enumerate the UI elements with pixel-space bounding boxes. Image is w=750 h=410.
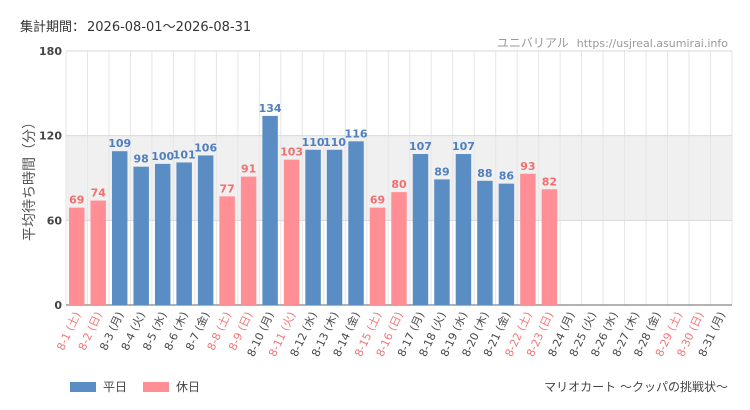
bar	[434, 179, 450, 305]
legend-label-weekday: 平日	[103, 380, 128, 394]
bar	[541, 189, 558, 305]
bar	[197, 155, 214, 305]
bar	[133, 166, 149, 305]
bar-value-label: 88	[477, 167, 492, 180]
bar-value-label: 98	[134, 153, 149, 166]
bar-value-label: 89	[434, 165, 449, 178]
bar	[455, 154, 472, 305]
bar-value-label: 86	[499, 170, 515, 183]
bar	[90, 200, 106, 305]
bar-value-label: 107	[409, 140, 432, 153]
legend-swatch-weekday	[70, 381, 96, 392]
period-text: 集計期間： 2026-08-01～2026-08-31	[20, 16, 251, 35]
y-tick-label: 180	[39, 45, 62, 58]
bar-value-label: 110	[302, 136, 325, 149]
legend-label-holiday: 休日	[176, 380, 201, 394]
bar	[391, 192, 407, 305]
bar-value-label: 101	[173, 148, 196, 161]
bar-value-label: 134	[259, 102, 282, 115]
bar	[219, 196, 235, 305]
bar-value-label: 110	[323, 136, 346, 149]
bar-value-label: 106	[194, 141, 217, 154]
bar	[412, 154, 429, 305]
attraction-name: マリオカート ～クッパの挑戦状～	[544, 380, 728, 394]
bar	[348, 141, 364, 305]
legend-item-holiday: 休日	[143, 378, 200, 395]
legend: 平日 休日	[70, 378, 216, 395]
period-label: 集計期間：	[20, 20, 86, 35]
bar	[305, 149, 321, 305]
bar-value-label: 100	[151, 150, 174, 163]
bar-value-label: 82	[542, 175, 557, 188]
bar-value-label: 74	[91, 187, 107, 200]
bar-value-label: 93	[520, 160, 535, 173]
bar	[154, 163, 171, 305]
bar-value-label: 80	[391, 178, 407, 191]
legend-swatch-holiday	[143, 381, 170, 392]
bar	[520, 173, 536, 305]
bar	[176, 162, 192, 305]
period-range: 2026-08-01～2026-08-31	[87, 20, 252, 35]
bar-value-label: 69	[69, 194, 84, 207]
bar	[69, 207, 85, 305]
y-tick-label: 0	[54, 299, 62, 312]
bar-value-label: 69	[370, 194, 385, 207]
site-credit: ユニバリアル https://usjreal.asumirai.info	[497, 34, 728, 51]
bar	[326, 149, 343, 305]
site-url: https://usjreal.asumirai.info	[576, 37, 728, 50]
bar-value-label: 77	[219, 182, 234, 195]
bar-value-label: 107	[452, 140, 475, 153]
site-name: ユニバリアル	[496, 36, 569, 50]
legend-item-weekday: 平日	[70, 378, 127, 395]
bar-value-label: 116	[345, 127, 368, 140]
bar	[111, 151, 128, 305]
y-tick-label: 120	[39, 130, 62, 143]
bar-value-label: 91	[241, 163, 256, 176]
bar	[240, 176, 257, 305]
y-axis-title: 平均待ち時間（分）	[22, 115, 38, 241]
bar-value-label: 103	[280, 146, 303, 159]
bar	[498, 183, 515, 305]
bar-value-label: 109	[108, 137, 131, 150]
y-tick-label: 60	[47, 214, 63, 227]
bar	[369, 207, 386, 305]
bar	[477, 180, 493, 305]
bar	[262, 115, 278, 306]
bar	[283, 159, 300, 305]
